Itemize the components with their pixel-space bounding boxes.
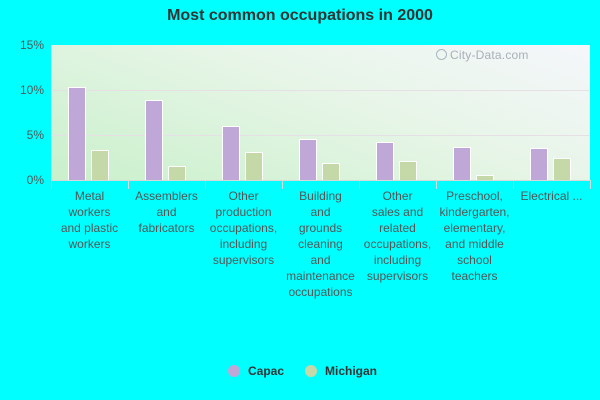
x-tick-mark (590, 180, 591, 189)
magnifier-icon (436, 49, 447, 60)
bar-capac[interactable] (299, 138, 317, 180)
y-tick-label: 5% (26, 128, 44, 142)
bar-capac[interactable] (222, 126, 240, 180)
y-tick-label: 15% (19, 38, 44, 52)
bar-michigan[interactable] (245, 152, 263, 180)
x-tick-mark (205, 180, 206, 189)
x-tick-mark (436, 180, 437, 189)
bar-capac[interactable] (530, 147, 548, 180)
x-tick-label: Preschool, kindergarten, elementary, and mi… (439, 189, 510, 283)
legend: Capac Michigan (0, 364, 600, 380)
legend-swatch-michigan (305, 365, 317, 377)
bar-capac[interactable] (68, 87, 86, 180)
bar-michigan[interactable] (553, 157, 571, 180)
gridline (51, 135, 590, 136)
bar-michigan[interactable] (322, 162, 340, 180)
bar-michigan[interactable] (91, 150, 109, 180)
x-tick-label: Metal workers and plastic workers (60, 189, 119, 251)
x-tick-label: Other sales and related occupations, includi… (363, 189, 432, 283)
x-tick-mark (282, 180, 283, 189)
bar-michigan[interactable] (399, 161, 417, 180)
x-tick-label: Electrical ... (520, 189, 583, 203)
legend-item-capac[interactable]: Capac (228, 364, 284, 378)
x-tick-mark (128, 180, 129, 189)
bar-capac[interactable] (376, 142, 394, 180)
watermark: City-Data.com (436, 48, 529, 62)
x-axis-line (51, 180, 590, 181)
x-tick-label: Other production occupations, including supe… (209, 189, 278, 267)
plot-area: City-Data.com (51, 45, 590, 180)
x-tick-mark (359, 180, 360, 189)
chart-title: Most common occupations in 2000 (167, 7, 433, 24)
bar-michigan[interactable] (168, 165, 186, 180)
x-tick-mark (51, 180, 52, 189)
y-tick-label: 0% (26, 173, 44, 187)
x-tick-label: Building and grounds cleaning and maintenance… (286, 189, 355, 299)
legend-swatch-capac (228, 365, 240, 377)
x-tick-mark (513, 180, 514, 189)
bar-michigan[interactable] (476, 174, 494, 180)
gridline (51, 90, 590, 91)
legend-item-michigan[interactable]: Michigan (305, 364, 377, 378)
y-tick-label: 10% (19, 83, 44, 97)
x-tick-label: Assemblers and fabricators (135, 189, 198, 235)
bar-capac[interactable] (453, 146, 471, 180)
bar-capac[interactable] (145, 99, 163, 180)
